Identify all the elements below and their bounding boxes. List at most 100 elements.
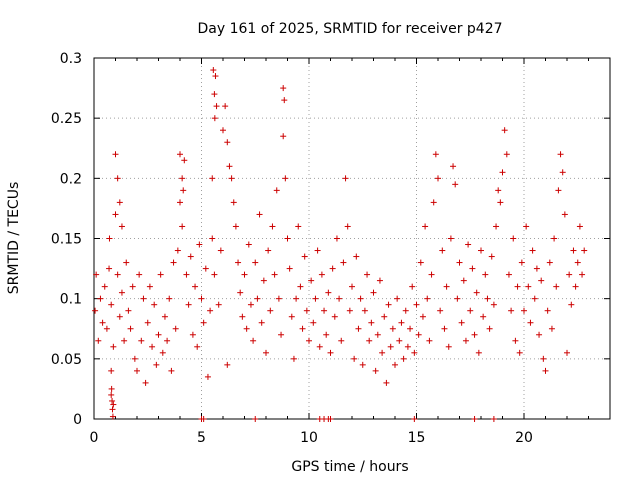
data-point: [254, 295, 261, 302]
data-point: [271, 271, 278, 278]
data-point: [241, 271, 248, 278]
data-point: [116, 199, 123, 206]
data-point: [204, 373, 211, 380]
data-point: [103, 325, 110, 332]
data-point: [516, 349, 523, 356]
data-point: [428, 271, 435, 278]
data-point: [209, 175, 216, 182]
data-point: [462, 337, 469, 344]
data-point: [310, 319, 317, 326]
data-point: [306, 337, 312, 344]
data-point: [97, 295, 104, 302]
data-point: [518, 259, 525, 266]
data-point: [95, 337, 102, 344]
data-point: [407, 325, 414, 332]
data-point: [368, 319, 375, 326]
data-point: [411, 349, 418, 356]
data-point: [508, 307, 515, 314]
data-point: [252, 259, 259, 266]
data-point: [118, 223, 125, 230]
data-point: [374, 331, 381, 338]
data-point: [544, 307, 551, 314]
data-point: [278, 331, 285, 338]
data-point: [376, 277, 383, 284]
data-point: [357, 295, 364, 302]
data-point: [108, 385, 115, 392]
data-point: [288, 313, 295, 320]
data-point: [329, 265, 336, 272]
data-point: [497, 199, 504, 206]
data-point: [450, 163, 457, 170]
grid-layer: [94, 58, 610, 419]
data-point: [490, 301, 497, 308]
data-point: [108, 301, 115, 308]
data-point: [110, 401, 117, 408]
data-point: [153, 361, 160, 368]
data-point: [215, 301, 222, 308]
data-point: [361, 307, 368, 314]
data-point: [131, 355, 138, 362]
data-point: [110, 343, 117, 350]
data-point: [177, 199, 183, 206]
data-point: [226, 163, 233, 170]
data-point: [499, 169, 506, 176]
data-point: [99, 319, 106, 326]
data-point: [574, 259, 581, 266]
data-point: [275, 295, 282, 302]
data-point: [525, 283, 532, 290]
data-point: [327, 349, 334, 356]
data-point: [212, 73, 219, 80]
data-point: [258, 319, 265, 326]
data-point: [170, 259, 177, 266]
data-point: [333, 235, 340, 242]
data-point: [557, 151, 564, 158]
data-point: [355, 325, 362, 332]
x-tick-label: 0: [90, 430, 99, 446]
data-point: [235, 259, 242, 266]
data-point: [106, 235, 113, 242]
data-point: [200, 416, 207, 422]
y-tick-label: 0.15: [51, 232, 82, 248]
data-point: [232, 223, 239, 230]
data-point: [222, 103, 229, 110]
data-point: [379, 349, 386, 356]
data-point: [237, 289, 244, 296]
data-point: [445, 343, 452, 350]
data-point: [224, 139, 231, 146]
data-point: [177, 151, 183, 158]
data-point: [475, 349, 482, 356]
data-point: [121, 337, 128, 344]
data-point: [129, 283, 136, 290]
data-point: [331, 313, 338, 320]
data-point: [112, 211, 119, 218]
data-point: [381, 313, 388, 320]
data-point: [512, 337, 519, 344]
data-point: [430, 199, 437, 206]
data-point: [548, 325, 555, 332]
data-point: [108, 391, 115, 398]
data-point: [471, 416, 478, 422]
data-point: [166, 295, 173, 302]
data-point: [290, 355, 297, 362]
data-point: [213, 103, 220, 110]
data-point: [114, 271, 121, 278]
data-point: [510, 235, 517, 242]
data-point: [542, 367, 549, 374]
data-point: [157, 271, 164, 278]
data-point: [247, 301, 254, 308]
data-point: [297, 283, 304, 290]
data-point: [447, 235, 454, 242]
data-point: [101, 283, 108, 290]
data-point: [189, 331, 196, 338]
data-point: [209, 235, 216, 242]
data-point: [570, 247, 577, 254]
data-point: [551, 235, 558, 242]
data-point: [192, 283, 199, 290]
data-point: [260, 277, 267, 284]
data-point: [478, 247, 484, 254]
data-point: [415, 331, 422, 338]
data-point: [383, 379, 390, 386]
data-point: [284, 235, 291, 242]
data-point: [566, 271, 573, 278]
data-point: [419, 313, 426, 320]
